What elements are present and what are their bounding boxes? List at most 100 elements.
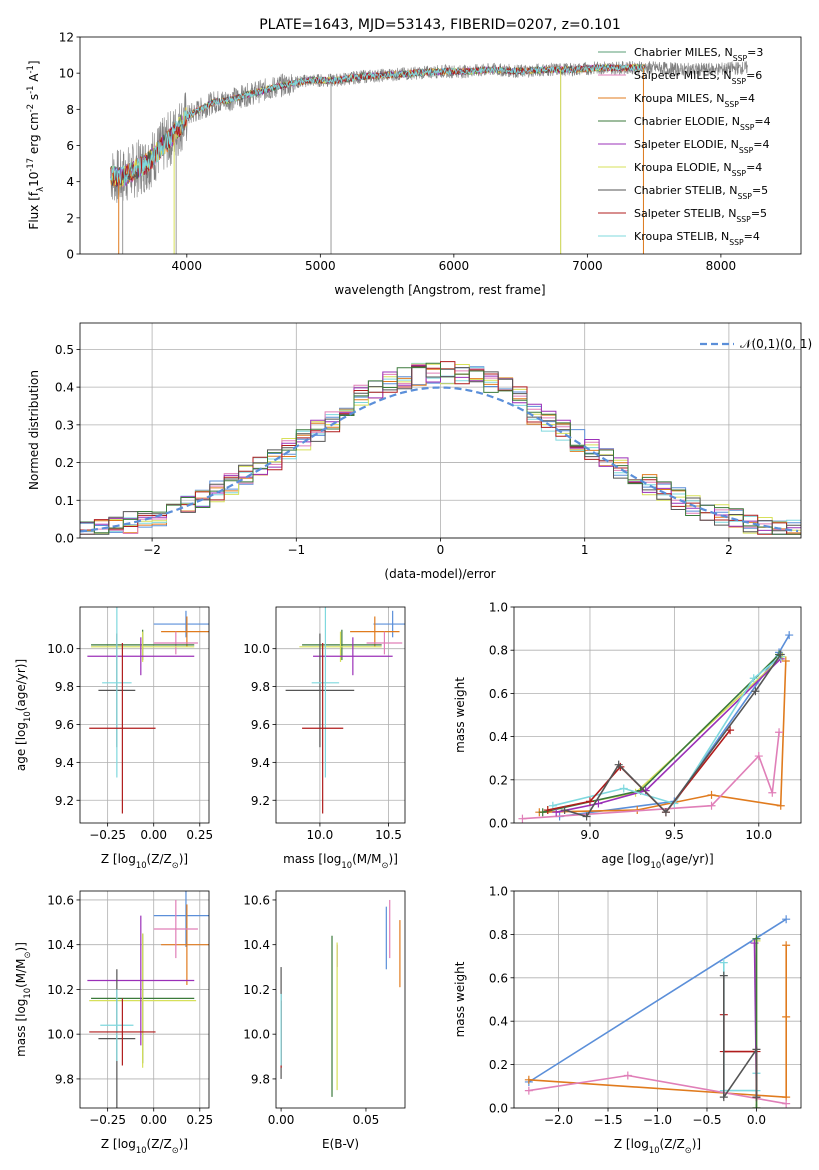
text-run: 0.0 [489, 1102, 508, 1116]
x-axis-label: Z [log10(Z/Z⊙)] [101, 1137, 188, 1155]
y-tick-label: 0.2 [489, 1058, 508, 1072]
weight-marker [782, 941, 791, 950]
weight-marker [775, 728, 784, 737]
y-tick-label: 9.8 [55, 1072, 74, 1086]
weight-line [556, 658, 782, 813]
text-run: 4000 [172, 259, 203, 273]
text-run: erg cm [27, 112, 41, 158]
weight-marker [785, 631, 794, 640]
weight-marker [776, 801, 785, 810]
text-run: ⊙ [172, 1145, 179, 1155]
x-tick-label: −2.0 [544, 1113, 573, 1127]
text-run: −1 [287, 543, 305, 557]
text-run: Salpeter ELODIE, N [634, 138, 739, 151]
weight-line [559, 634, 790, 818]
errorbar-group [285, 607, 405, 814]
y-tick-label: 8 [66, 103, 74, 117]
y-tick-label: 10.2 [243, 983, 270, 997]
text-run: 9.5 [665, 828, 684, 842]
y-tick-label: 0.2 [55, 456, 74, 470]
hist-group [80, 361, 801, 535]
text-run: 10.2 [47, 983, 74, 997]
text-run: 10.5 [375, 828, 402, 842]
text-run: 1.0 [489, 601, 508, 615]
text-run: Z [log [101, 1137, 136, 1151]
weight-marker [719, 971, 728, 980]
chart-title: PLATE=1643, MJD=53143, FIBERID=0207, z=0… [259, 17, 621, 33]
x-tick-label: 0.00 [140, 828, 167, 842]
text-run: 4 [66, 175, 74, 189]
x-tick-label: 0.00 [268, 1113, 295, 1127]
errorbar-group [280, 899, 401, 1097]
text-run: SSP [732, 169, 747, 178]
text-run: mass [log [14, 999, 28, 1057]
y-tick-label: 0.0 [489, 817, 508, 831]
y-tick-label: 0.8 [489, 644, 508, 658]
x-tick-label: 0.05 [353, 1113, 380, 1127]
text-run: 0.0 [747, 1113, 766, 1127]
y-tick-label: 10.0 [47, 1028, 74, 1042]
y-tick-label: 12 [59, 31, 74, 45]
text-run: Salpeter STELIB, N [634, 207, 736, 220]
weight-marker [641, 786, 650, 795]
text-run: 9.2 [55, 794, 74, 808]
text-run: (Z/Z [147, 852, 172, 866]
x-tick-label: 4000 [172, 259, 203, 273]
weight-marker [749, 674, 758, 683]
text-run: 0.6 [489, 687, 508, 701]
text-run: 10.0 [47, 642, 74, 656]
gaussian-curve [80, 386, 799, 533]
model-spectrum [110, 63, 646, 186]
text-run: 10 [22, 711, 32, 722]
weight-lines-group [524, 915, 791, 1108]
text-run: 9.8 [251, 1072, 270, 1086]
text-run: 10 [136, 860, 147, 870]
text-run: 1 [581, 543, 589, 557]
text-run: -17 [25, 158, 35, 172]
y-tick-label: 0.8 [489, 928, 508, 942]
weight-marker [752, 1045, 761, 1054]
weight-marker [719, 958, 728, 967]
x-tick-label: −0.25 [89, 828, 126, 842]
x-tick-label: 10.5 [375, 828, 402, 842]
y-axis-label: mass [log10(M/M⊙)] [14, 942, 32, 1057]
weight-marker [781, 657, 790, 665]
spectrum-group [110, 60, 748, 254]
x-tick-label: 10.0 [307, 828, 334, 842]
text-run: −0.25 [89, 1113, 126, 1127]
text-run: =4 [744, 230, 760, 243]
x-tick-label: −2 [143, 543, 161, 557]
text-run: −2.0 [544, 1113, 573, 1127]
weight-marker [560, 806, 569, 815]
x-tick-label: 1 [581, 543, 589, 557]
text-run: 10 [59, 67, 74, 81]
text-run: 10.4 [47, 938, 74, 952]
y-tick-label: 0.1 [55, 494, 74, 508]
x-axis-label: E(B-V) [322, 1137, 359, 1151]
y-tick-label: 10.0 [243, 642, 270, 656]
y-axis-label: age [log10(age/yr)] [14, 659, 32, 771]
x-tick-label: −0.25 [89, 1113, 126, 1127]
x-tick-label: 0.25 [186, 1113, 213, 1127]
weight-marker [619, 784, 628, 793]
text-run: =4 [753, 138, 769, 151]
text-run: (age/yr)] [661, 852, 713, 866]
text-run: age [log [601, 852, 650, 866]
text-run: -1 [25, 86, 35, 94]
text-run: −0.25 [89, 828, 126, 842]
text-run: −1.0 [643, 1113, 672, 1127]
weight-marker [518, 814, 527, 823]
weight-marker [661, 808, 670, 817]
text-run: -2 [25, 104, 35, 112]
y-tick-label: 9.4 [251, 756, 270, 770]
text-run: 10 [341, 860, 352, 870]
y-tick-label: 0.4 [489, 1015, 508, 1029]
text-run: 10.0 [47, 1028, 74, 1042]
x-tick-label: 0 [437, 543, 445, 557]
text-run: 5000 [305, 259, 336, 273]
text-run: 0.25 [186, 1113, 213, 1127]
text-run: λ [35, 187, 45, 192]
model-spectrum [110, 63, 646, 186]
x-tick-label: 9.5 [665, 828, 684, 842]
